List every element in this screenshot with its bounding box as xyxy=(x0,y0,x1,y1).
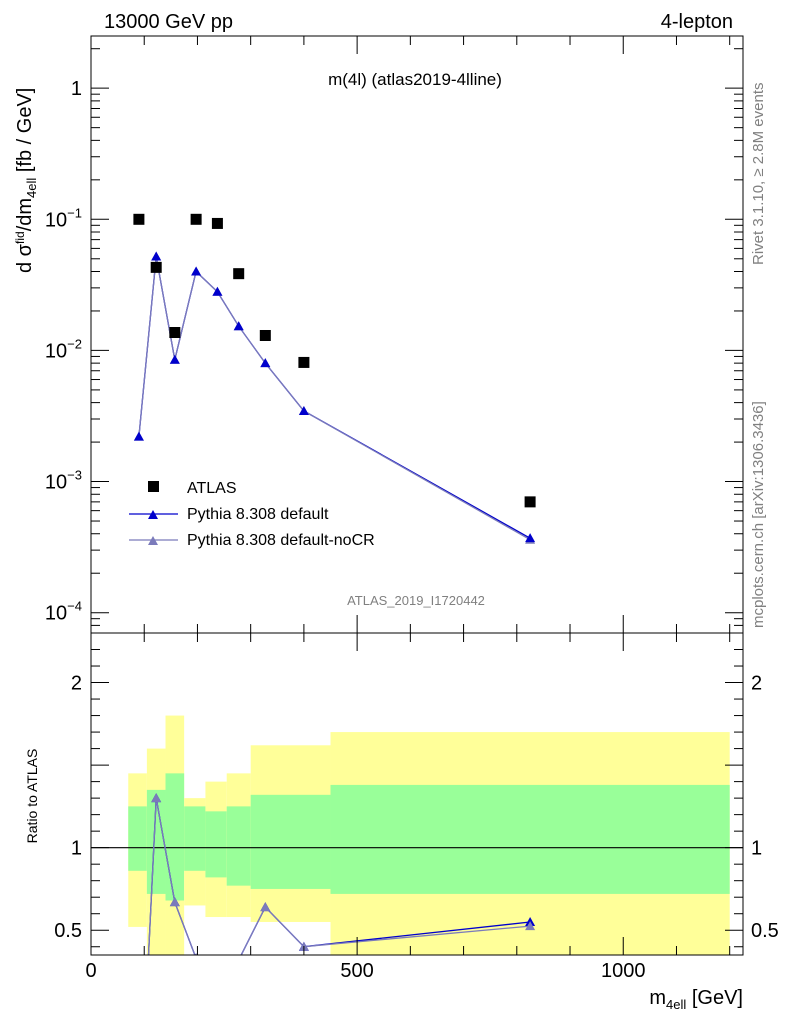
series-point-pythia_default xyxy=(191,266,202,276)
data-point xyxy=(233,268,245,280)
ratio-y-tick-label-right: 1 xyxy=(751,838,762,860)
series-point-pythia_default xyxy=(525,533,536,543)
ratio-band-inner xyxy=(146,789,166,894)
ratio-point-pythia_nocr xyxy=(260,902,271,912)
series-line-pythia_nocr xyxy=(138,256,531,541)
data-point xyxy=(169,327,181,339)
y-tick-label: 10−3 xyxy=(45,468,82,494)
ratio-panel: 0.5 0.5 1 1 2 2 0 500 1000 Ratio to ATLAS xyxy=(24,632,779,982)
data-point xyxy=(211,217,223,229)
series-point-pythia_default xyxy=(212,286,223,296)
series-point-pythia_default xyxy=(233,321,244,331)
ratio-band-inner xyxy=(184,806,206,871)
ratio-band-inner xyxy=(330,784,730,894)
header-left: 13000 GeV pp xyxy=(104,11,233,33)
ratio-band-inner xyxy=(205,811,227,878)
data-point xyxy=(524,496,536,508)
x-tick-label: 1000 xyxy=(601,960,646,982)
header-right: 4-lepton xyxy=(661,11,733,33)
ratio-y-tick-label: 2 xyxy=(71,673,82,695)
data-point xyxy=(259,329,271,341)
ratio-band-inner xyxy=(128,806,147,871)
legend-label-atlas: ATLAS xyxy=(187,480,237,497)
series-point-pythia_default xyxy=(169,354,180,364)
y-tick-label: 10−1 xyxy=(45,205,82,231)
legend: ATLAS Pythia 8.308 default Pythia 8.308 … xyxy=(129,480,375,549)
ratio-frame xyxy=(90,632,744,956)
ratio-point-pythia_default xyxy=(238,954,239,955)
series-point-pythia_default xyxy=(260,358,271,368)
rivet-version-label: Rivet 3.1.10, ≥ 2.8M events xyxy=(750,83,767,266)
y-axis-label: d σfid/dm4ell [fb / GeV] xyxy=(13,88,39,273)
ratio-band-inner xyxy=(165,773,185,901)
ratio-band-inner xyxy=(226,806,251,886)
ratio-point-pythia_nocr xyxy=(169,897,180,907)
data-point xyxy=(298,356,310,368)
legend-data-marker xyxy=(148,481,159,492)
analysis-watermark: ATLAS_2019_I1720442 xyxy=(347,593,485,608)
y-tick-label: 10−4 xyxy=(45,599,82,625)
ratio-y-tick-label: 1 xyxy=(71,838,82,860)
series-point-pythia_default xyxy=(133,431,144,441)
data-point xyxy=(133,213,145,225)
legend-nocr-marker xyxy=(148,536,158,545)
ratio-y-tick-label-right: 0.5 xyxy=(751,920,779,942)
ratio-point-pythia_nocr xyxy=(238,954,239,955)
series-point-pythia_default xyxy=(298,406,309,416)
series-point-pythia_default xyxy=(151,251,162,261)
data-point xyxy=(150,261,162,273)
ratio-point-pythia_nocr xyxy=(151,793,162,803)
y-tick-label: 10−2 xyxy=(45,336,82,362)
legend-label-nocr: Pythia 8.308 default-noCR xyxy=(187,532,375,549)
ratio-point-pythia_nocr xyxy=(525,921,536,931)
plot-title: m(4l) (atlas2019-4lline) xyxy=(328,70,502,89)
ratio-y-tick-label: 0.5 xyxy=(54,920,82,942)
ratio-band-inner xyxy=(250,794,331,889)
legend-label-default: Pythia 8.308 default xyxy=(187,506,329,523)
ratio-y-axis-label: Ratio to ATLAS xyxy=(24,749,40,844)
ratio-y-tick-label-right: 2 xyxy=(751,673,762,695)
mcplots-label: mcplots.cern.ch [arXiv:1306.3436] xyxy=(750,401,767,628)
x-axis-label: m4ell [GeV] xyxy=(649,987,743,1012)
main-panel: m(4l) (atlas2019-4lline) ATLAS_2019_I172… xyxy=(13,35,744,634)
y-tick-label: 1 xyxy=(71,78,82,100)
x-tick-label: 0 xyxy=(85,960,96,982)
x-tick-label: 500 xyxy=(340,960,373,982)
ratio-line-pythia_nocr xyxy=(147,797,531,955)
data-point xyxy=(190,213,202,225)
legend-default-marker xyxy=(148,510,158,519)
